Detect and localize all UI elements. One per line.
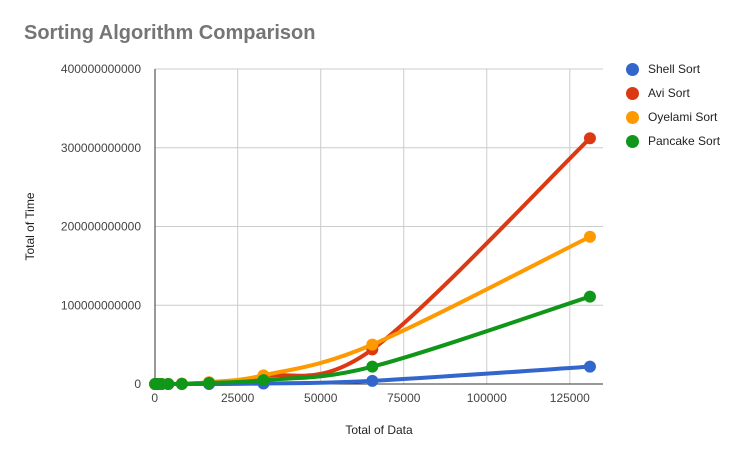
legend-swatch bbox=[626, 110, 639, 124]
data-point-shell-sort bbox=[366, 374, 379, 387]
legend-swatch bbox=[626, 62, 639, 76]
y-tick-label: 100000000000 bbox=[61, 298, 141, 312]
legend-item-oyelami-sort[interactable]: Oyelami Sort bbox=[626, 109, 717, 125]
legend-label: Oyelami Sort bbox=[648, 110, 718, 124]
data-point-pancake-sort bbox=[583, 290, 596, 303]
data-point-pancake-sort bbox=[257, 374, 270, 387]
x-tick-label: 50000 bbox=[304, 391, 338, 405]
data-point-oyelami-sort bbox=[583, 230, 596, 243]
legend-item-shell-sort[interactable]: Shell Sort bbox=[626, 61, 700, 77]
y-tick-label: 200000000000 bbox=[61, 220, 141, 234]
data-point-pancake-sort bbox=[175, 377, 188, 390]
data-point-pancake-sort bbox=[366, 360, 379, 373]
legend-swatch bbox=[626, 134, 639, 148]
legend-label: Pancake Sort bbox=[648, 134, 721, 148]
data-point-pancake-sort bbox=[203, 377, 216, 390]
legend-swatch bbox=[626, 86, 639, 100]
x-tick-label: 25000 bbox=[221, 391, 255, 405]
x-axis-title: Total of Data bbox=[345, 423, 413, 437]
x-tick-label: 100000 bbox=[467, 391, 507, 405]
x-tick-label: 75000 bbox=[387, 391, 421, 405]
chart-title: Sorting Algorithm Comparison bbox=[24, 22, 316, 44]
legend-item-pancake-sort[interactable]: Pancake Sort bbox=[626, 133, 720, 149]
y-tick-label: 0 bbox=[134, 377, 141, 391]
data-point-shell-sort bbox=[583, 360, 596, 373]
data-point-oyelami-sort bbox=[366, 338, 379, 351]
legend-item-avi-sort[interactable]: Avi Sort bbox=[626, 85, 690, 101]
legend-label: Avi Sort bbox=[648, 86, 690, 100]
data-point-pancake-sort bbox=[162, 378, 175, 390]
x-tick-label: 0 bbox=[151, 391, 158, 405]
y-tick-label: 300000000000 bbox=[61, 141, 141, 155]
legend-label: Shell Sort bbox=[648, 62, 701, 76]
y-axis-title: Total of Time bbox=[23, 192, 37, 260]
x-tick-label: 125000 bbox=[550, 391, 590, 405]
y-tick-label: 400000000000 bbox=[61, 62, 141, 76]
data-point-avi-sort bbox=[583, 132, 596, 145]
